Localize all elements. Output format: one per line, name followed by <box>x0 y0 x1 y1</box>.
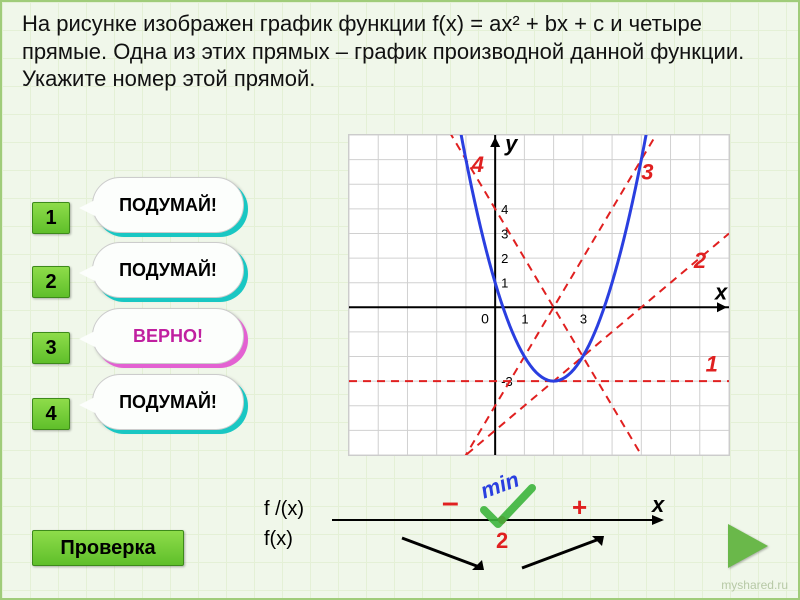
feedback-text: ПОДУМАЙ! <box>119 260 217 281</box>
svg-text:1: 1 <box>706 351 718 376</box>
next-arrow[interactable] <box>728 524 768 568</box>
svg-text:1: 1 <box>501 276 508 291</box>
svg-text:+: + <box>572 492 587 522</box>
svg-text:1: 1 <box>521 311 528 326</box>
feedback-text: ПОДУМАЙ! <box>119 195 217 216</box>
svg-text:0: 0 <box>481 310 489 326</box>
feedback-bubble-3: ВЕРНО! <box>92 308 244 364</box>
bubble-tail <box>79 331 95 347</box>
answer-button-3[interactable]: 3 <box>32 332 70 364</box>
sign-diagram: f /(x) f(x) 2 – + x min <box>262 472 682 582</box>
svg-text:min: min <box>477 472 522 503</box>
answer-button-2[interactable]: 2 <box>32 266 70 298</box>
svg-text:3: 3 <box>580 311 587 326</box>
svg-text:2: 2 <box>501 251 508 266</box>
answer-button-1[interactable]: 1 <box>32 202 70 234</box>
bubble-tail <box>79 397 95 413</box>
sign-svg: f /(x) f(x) 2 – + x min <box>262 472 682 582</box>
graph-svg: xy01234-3131234 <box>349 135 729 455</box>
answer-button-4[interactable]: 4 <box>32 398 70 430</box>
feedback-text: ВЕРНО! <box>133 326 203 347</box>
answer-num: 3 <box>45 337 56 360</box>
svg-text:f(x): f(x) <box>264 528 293 550</box>
svg-text:4: 4 <box>501 202 508 217</box>
svg-text:x: x <box>651 492 665 517</box>
feedback-text: ПОДУМАЙ! <box>119 392 217 413</box>
answer-num: 2 <box>45 271 56 294</box>
bubble-tail <box>79 200 95 216</box>
function-graph: xy01234-3131234 <box>348 134 730 456</box>
check-button[interactable]: Проверка <box>32 530 184 566</box>
svg-text:2: 2 <box>496 528 508 553</box>
feedback-bubble-1: ПОДУМАЙ! <box>92 177 244 233</box>
svg-text:3: 3 <box>641 159 653 184</box>
feedback-bubble-2: ПОДУМАЙ! <box>92 242 244 298</box>
answer-num: 4 <box>45 403 56 426</box>
problem-text: На рисунке изображен график функции f(x)… <box>22 10 762 93</box>
svg-text:f /(x): f /(x) <box>264 498 304 520</box>
watermark: myshared.ru <box>721 578 788 592</box>
svg-text:y: y <box>504 135 519 156</box>
check-label: Проверка <box>60 537 155 560</box>
svg-text:4: 4 <box>471 152 484 177</box>
bubble-tail <box>79 265 95 281</box>
svg-text:–: – <box>442 486 459 519</box>
svg-text:x: x <box>714 279 728 304</box>
svg-text:2: 2 <box>693 248 707 273</box>
feedback-bubble-4: ПОДУМАЙ! <box>92 374 244 430</box>
answer-num: 1 <box>45 207 56 230</box>
